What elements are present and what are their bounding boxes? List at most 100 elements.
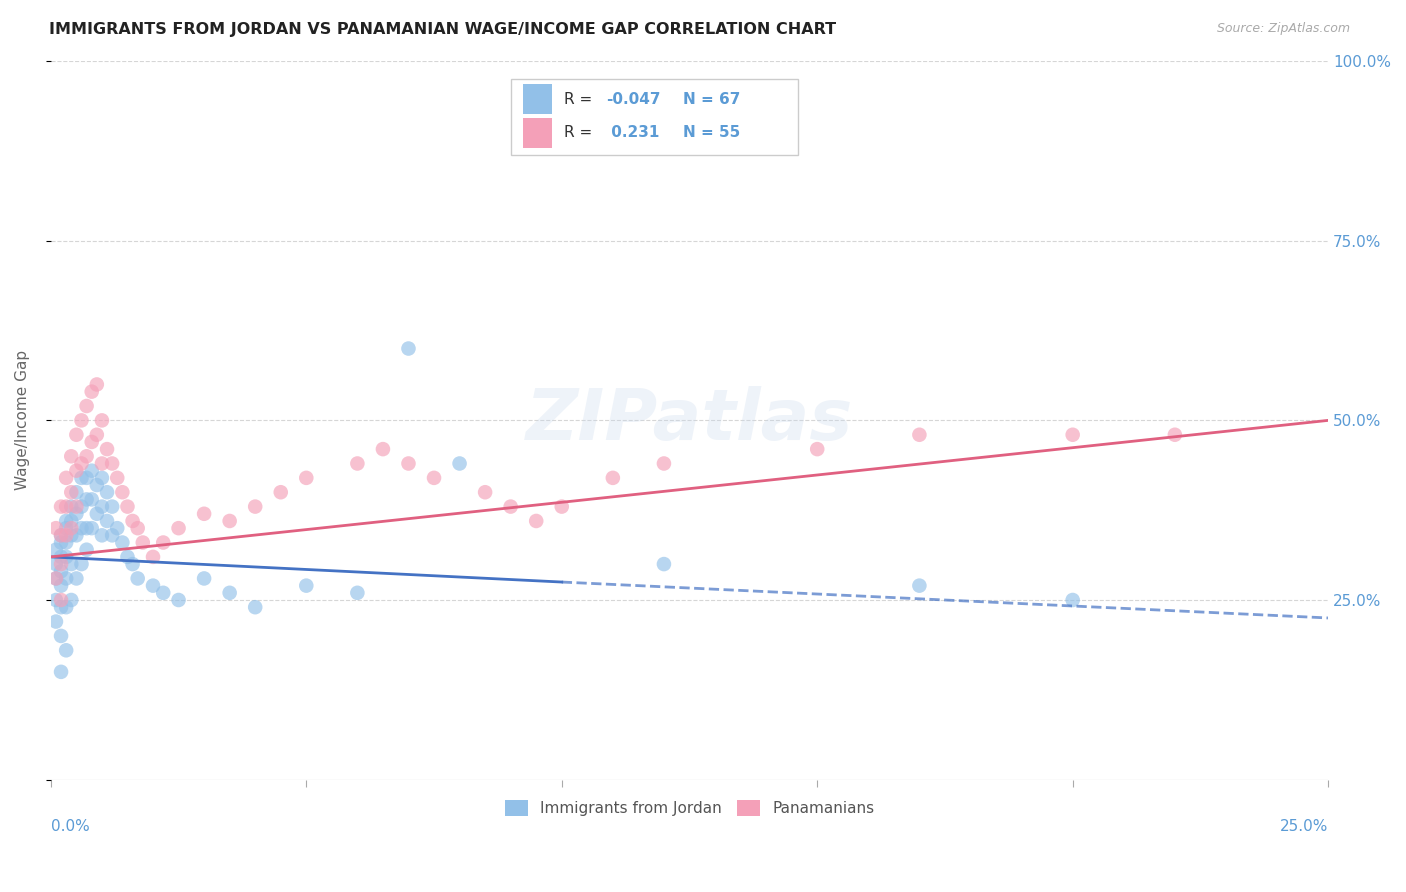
Point: [65, 507, 87, 521]
Point: [96, 442, 118, 456]
Point: [49, 528, 72, 542]
Point: [49, 528, 72, 542]
Point: [49, 665, 72, 679]
Point: [76, 492, 98, 507]
Point: [295, 579, 318, 593]
Point: [346, 586, 368, 600]
Point: [218, 586, 240, 600]
Point: [76, 542, 98, 557]
Point: [65, 571, 87, 585]
Point: [90, 471, 112, 485]
Point: [80, 464, 103, 478]
Point: [398, 342, 420, 356]
Point: [45, 557, 67, 571]
Point: [101, 500, 124, 514]
Point: [90, 500, 112, 514]
Point: [80, 434, 103, 449]
Point: [65, 500, 87, 514]
Point: [70, 413, 93, 427]
Point: [127, 571, 149, 585]
Point: [270, 485, 292, 500]
Point: [76, 399, 98, 413]
Point: [652, 557, 675, 571]
Text: R =: R =: [564, 126, 598, 140]
Point: [111, 535, 134, 549]
Y-axis label: Wage/Income Gap: Wage/Income Gap: [15, 351, 30, 491]
Text: R =: R =: [564, 92, 598, 107]
Point: [652, 457, 675, 471]
Point: [86, 377, 108, 392]
Point: [80, 384, 103, 399]
Point: [101, 528, 124, 542]
Point: [245, 500, 267, 514]
Point: [295, 471, 318, 485]
Point: [65, 528, 87, 542]
Point: [45, 542, 67, 557]
Point: [908, 427, 931, 442]
Point: [105, 521, 128, 535]
Point: [55, 643, 77, 657]
Point: [55, 471, 77, 485]
Point: [70, 521, 93, 535]
Point: [60, 593, 83, 607]
Point: [49, 593, 72, 607]
Text: -0.047: -0.047: [606, 92, 661, 107]
FancyBboxPatch shape: [523, 84, 551, 114]
Point: [65, 464, 87, 478]
Point: [55, 549, 77, 564]
Point: [1164, 427, 1187, 442]
Point: [398, 457, 420, 471]
Point: [551, 500, 574, 514]
Point: [121, 557, 143, 571]
Point: [90, 457, 112, 471]
Point: [806, 442, 828, 456]
Point: [55, 528, 77, 542]
Point: [908, 579, 931, 593]
Legend: Immigrants from Jordan, Panamanians: Immigrants from Jordan, Panamanians: [499, 794, 880, 822]
Point: [90, 413, 112, 427]
Point: [76, 521, 98, 535]
Point: [55, 535, 77, 549]
Point: [55, 514, 77, 528]
Point: [45, 521, 67, 535]
Point: [70, 557, 93, 571]
Point: [60, 514, 83, 528]
Point: [86, 427, 108, 442]
Point: [86, 478, 108, 492]
Point: [80, 492, 103, 507]
Point: [167, 593, 190, 607]
Point: [60, 528, 83, 542]
Text: N = 55: N = 55: [683, 126, 741, 140]
Point: [55, 571, 77, 585]
Point: [371, 442, 394, 456]
Text: 0.231: 0.231: [606, 126, 659, 140]
FancyBboxPatch shape: [510, 79, 799, 154]
Point: [218, 514, 240, 528]
Point: [60, 557, 83, 571]
Point: [96, 514, 118, 528]
Point: [152, 535, 174, 549]
Point: [449, 457, 471, 471]
Point: [121, 514, 143, 528]
Point: [55, 600, 77, 615]
Point: [70, 500, 93, 514]
Point: [76, 471, 98, 485]
Point: [245, 600, 267, 615]
Text: Source: ZipAtlas.com: Source: ZipAtlas.com: [1216, 22, 1350, 36]
Point: [45, 571, 67, 585]
Point: [49, 579, 72, 593]
Point: [45, 593, 67, 607]
Point: [45, 571, 67, 585]
Point: [101, 457, 124, 471]
Text: 25.0%: 25.0%: [1279, 819, 1329, 834]
Point: [55, 500, 77, 514]
Point: [60, 500, 83, 514]
Point: [60, 485, 83, 500]
Point: [76, 450, 98, 464]
Point: [60, 450, 83, 464]
Text: 0.0%: 0.0%: [51, 819, 90, 834]
Point: [117, 549, 139, 564]
Point: [423, 471, 446, 485]
Point: [49, 500, 72, 514]
Point: [49, 557, 72, 571]
